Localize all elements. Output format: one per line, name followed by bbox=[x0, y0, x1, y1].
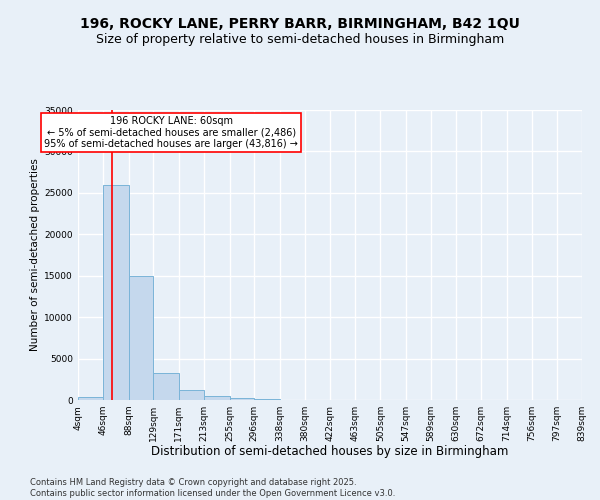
Text: Size of property relative to semi-detached houses in Birmingham: Size of property relative to semi-detach… bbox=[96, 32, 504, 46]
Bar bbox=[129, 276, 154, 400]
Bar bbox=[254, 399, 280, 400]
Bar bbox=[78, 396, 103, 400]
Y-axis label: Number of semi-detached properties: Number of semi-detached properties bbox=[30, 158, 40, 352]
Text: 196, ROCKY LANE, PERRY BARR, BIRMINGHAM, B42 1QU: 196, ROCKY LANE, PERRY BARR, BIRMINGHAM,… bbox=[80, 18, 520, 32]
Bar bbox=[204, 396, 230, 400]
Text: 196 ROCKY LANE: 60sqm
← 5% of semi-detached houses are smaller (2,486)
95% of se: 196 ROCKY LANE: 60sqm ← 5% of semi-detac… bbox=[44, 116, 298, 149]
Bar bbox=[154, 374, 179, 400]
X-axis label: Distribution of semi-detached houses by size in Birmingham: Distribution of semi-detached houses by … bbox=[151, 446, 509, 458]
Bar bbox=[179, 390, 204, 400]
Bar bbox=[230, 398, 254, 400]
Text: Contains HM Land Registry data © Crown copyright and database right 2025.
Contai: Contains HM Land Registry data © Crown c… bbox=[30, 478, 395, 498]
Bar bbox=[103, 184, 129, 400]
